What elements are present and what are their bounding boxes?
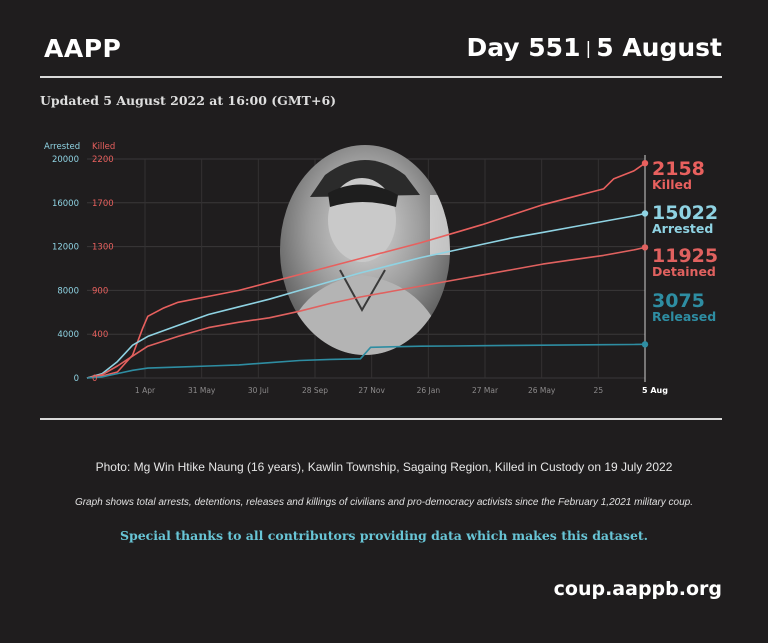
annotation-label-arrested: Arrested xyxy=(652,221,713,236)
day-counter: Day 551 xyxy=(466,33,581,62)
x-tick-label: 5 Aug xyxy=(642,386,668,395)
graph-caption: Graph shows total arrests, detentions, r… xyxy=(74,497,694,508)
x-tick-label: 26 May xyxy=(528,386,556,395)
photo-caption: Photo: Mg Win Htike Naung (16 years), Ka… xyxy=(95,460,673,474)
annotation-label-killed: Killed xyxy=(652,177,692,192)
series-line-killed xyxy=(86,162,646,379)
bottom-divider xyxy=(40,418,722,420)
y-tick-arrested: 16000 xyxy=(52,199,79,209)
end-point-detained xyxy=(641,244,649,251)
y-tick-killed: 400 xyxy=(92,330,108,340)
y-tick-arrested: 20000 xyxy=(52,155,79,165)
x-tick-label: 27 Mar xyxy=(472,386,499,395)
annotation-value-arrested: 15022 xyxy=(652,202,718,224)
end-point-arrested xyxy=(641,210,649,217)
org-title: AAPP xyxy=(44,34,122,63)
updated-timestamp: Updated 5 August 2022 at 16:00 (GMT+6) xyxy=(40,93,337,108)
line-chart: 0 0 4000 400 8000 900 12000 1300 16000 1700 20000 2… xyxy=(40,135,730,410)
x-tick-label: 25 xyxy=(594,386,604,395)
annotation-label-detained: Detained xyxy=(652,264,716,279)
y-tick-killed: 0 xyxy=(92,374,97,384)
date-label: 5 August xyxy=(596,33,722,62)
title-separator: | xyxy=(585,39,592,59)
top-divider xyxy=(40,76,722,78)
annotation-value-released: 3075 xyxy=(652,290,705,312)
y-tick-arrested: 12000 xyxy=(52,243,79,253)
website-link[interactable]: coup.aappb.org xyxy=(553,578,722,600)
x-tick-label: 1 Apr xyxy=(135,386,156,395)
x-tick-label: 26 Jan xyxy=(417,386,441,395)
annotation-value-detained: 11925 xyxy=(652,245,718,267)
y-tick-arrested: 0 xyxy=(74,374,79,384)
thanks-note: Special thanks to all contributors provi… xyxy=(119,528,649,543)
y-tick-killed: 900 xyxy=(92,286,108,296)
annotation-value-killed: 2158 xyxy=(652,158,705,180)
y-tick-arrested: 4000 xyxy=(57,330,79,340)
end-point-killed xyxy=(641,159,649,167)
series-line-released xyxy=(86,343,646,379)
x-tick-label: 31 May xyxy=(188,386,216,395)
annotation-label-released: Released xyxy=(652,309,716,324)
day-date-title: Day 551 | 5 August xyxy=(466,33,722,62)
x-tick-label: 28 Sep xyxy=(302,386,328,395)
y-tick-killed: 2200 xyxy=(92,155,114,165)
series-line-detained xyxy=(86,246,646,379)
x-tick-label: 30 Jul xyxy=(248,386,269,395)
y-axis-label-killed: Killed xyxy=(92,142,115,152)
y-tick-killed: 1300 xyxy=(92,243,114,253)
y-axis-label-arrested: Arrested xyxy=(44,142,80,152)
end-point-released xyxy=(641,341,649,348)
y-tick-arrested: 8000 xyxy=(57,286,79,296)
y-tick-killed: 1700 xyxy=(92,199,114,209)
x-tick-label: 27 Nov xyxy=(358,386,385,395)
series-line-arrested xyxy=(86,212,646,379)
